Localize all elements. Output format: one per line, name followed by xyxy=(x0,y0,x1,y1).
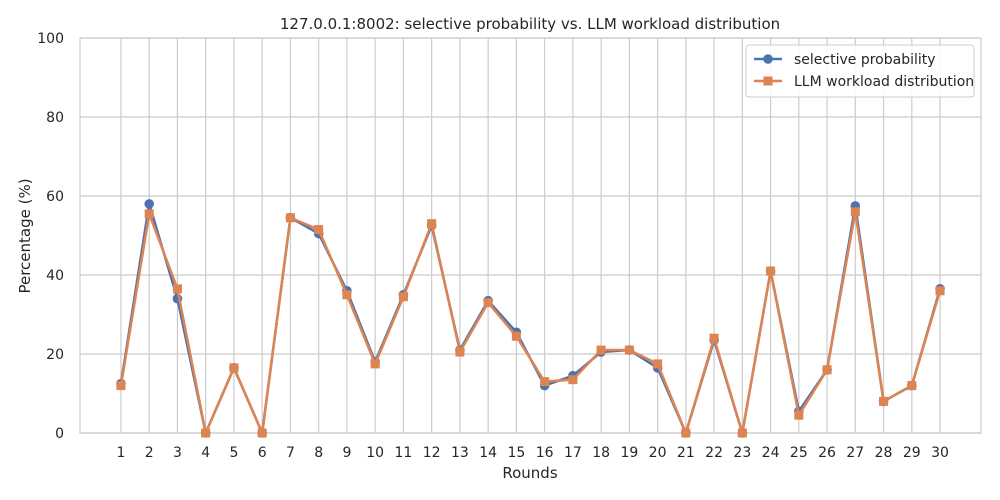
chart-title: 127.0.0.1:8002: selective probability vs… xyxy=(280,15,780,33)
x-tick-label: 2 xyxy=(145,445,154,461)
legend: selective probability LLM workload distri… xyxy=(745,44,975,98)
y-axis-label: Percentage (%) xyxy=(16,178,34,293)
x-tick-label: 11 xyxy=(394,445,412,461)
data-point xyxy=(879,396,889,406)
data-point xyxy=(144,209,154,219)
x-tick-label: 26 xyxy=(818,445,836,461)
series xyxy=(116,199,945,438)
legend-entry: selective probability xyxy=(754,52,936,68)
data-point xyxy=(257,428,267,438)
data-point xyxy=(144,199,154,209)
y-tick-label: 40 xyxy=(46,268,64,284)
data-point xyxy=(540,377,550,387)
x-tick-label: 16 xyxy=(536,445,554,461)
x-tick-label: 23 xyxy=(733,445,751,461)
data-point xyxy=(483,298,493,308)
data-point xyxy=(455,347,465,357)
data-point xyxy=(229,363,239,373)
data-point xyxy=(285,213,295,223)
data-point xyxy=(766,266,776,276)
series-2 xyxy=(116,207,945,438)
legend-label: LLM workload distribution xyxy=(794,74,974,90)
legend-marker xyxy=(763,54,773,64)
x-tick-label: 7 xyxy=(286,445,295,461)
x-tick-label: 27 xyxy=(846,445,864,461)
data-point xyxy=(314,225,324,235)
x-tick-label: 30 xyxy=(931,445,949,461)
data-point xyxy=(907,381,917,391)
y-tick-label: 60 xyxy=(46,189,64,205)
y-tick-label: 0 xyxy=(55,426,64,442)
data-point xyxy=(398,292,408,302)
x-tick-label: 8 xyxy=(314,445,323,461)
x-tick-label: 12 xyxy=(423,445,441,461)
x-tick-label: 1 xyxy=(116,445,125,461)
data-point xyxy=(342,290,352,300)
data-point xyxy=(822,365,832,375)
x-tick-label: 10 xyxy=(366,445,384,461)
legend-label: selective probability xyxy=(794,52,936,68)
x-tick-label: 6 xyxy=(258,445,267,461)
x-tick-label: 18 xyxy=(592,445,610,461)
data-point xyxy=(172,284,182,294)
x-tick-label: 22 xyxy=(705,445,723,461)
x-tick-label: 3 xyxy=(173,445,182,461)
x-tick-label: 21 xyxy=(677,445,695,461)
data-point xyxy=(709,333,719,343)
data-point xyxy=(737,428,747,438)
data-point xyxy=(653,359,663,369)
x-tick-label: 17 xyxy=(564,445,582,461)
data-point xyxy=(116,381,126,391)
data-point xyxy=(370,359,380,369)
x-tick-label: 5 xyxy=(229,445,238,461)
plot-area-frame xyxy=(79,37,982,434)
legend-marker xyxy=(763,76,773,86)
data-point xyxy=(850,207,860,217)
legend-entry: LLM workload distribution xyxy=(754,74,974,90)
data-point xyxy=(681,428,691,438)
y-tick-label: 20 xyxy=(46,347,64,363)
x-tick-label: 19 xyxy=(620,445,638,461)
x-tick-label: 29 xyxy=(903,445,921,461)
x-tick-label: 14 xyxy=(479,445,497,461)
data-point xyxy=(568,375,578,385)
x-axis-label: Rounds xyxy=(502,464,557,482)
x-tick-label: 25 xyxy=(790,445,808,461)
x-tick-label: 4 xyxy=(201,445,210,461)
data-point xyxy=(427,219,437,229)
data-point xyxy=(935,286,945,296)
legend-box xyxy=(745,44,975,98)
x-tick-label: 24 xyxy=(762,445,780,461)
x-tick-label: 15 xyxy=(507,445,525,461)
x-tick-label: 20 xyxy=(649,445,667,461)
data-point xyxy=(201,428,211,438)
data-point xyxy=(794,410,804,420)
x-tick-label: 13 xyxy=(451,445,469,461)
data-point xyxy=(624,345,634,355)
x-tick-label: 28 xyxy=(875,445,893,461)
y-tick-label: 80 xyxy=(46,110,64,126)
data-point xyxy=(511,331,521,341)
series-line xyxy=(119,210,942,435)
data-point xyxy=(596,345,606,355)
y-tick-label: 100 xyxy=(37,31,64,47)
x-tick-label: 9 xyxy=(342,445,351,461)
